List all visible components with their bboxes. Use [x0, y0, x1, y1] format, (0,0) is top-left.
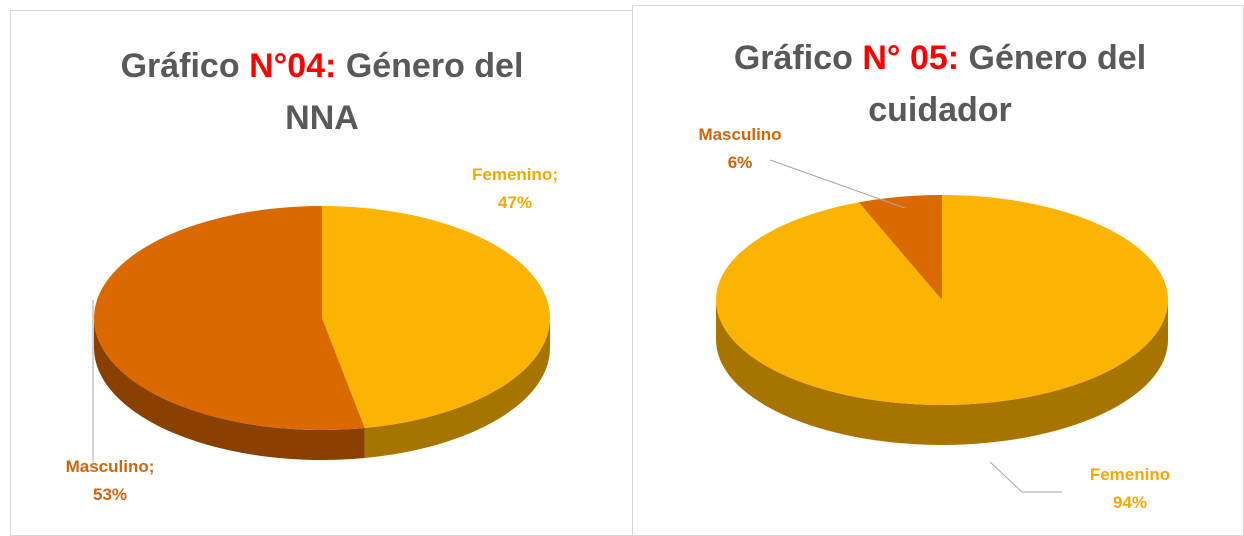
pie-slice	[858, 195, 942, 300]
pie-slice	[322, 206, 551, 429]
data-label: Femenino; 47%	[472, 165, 558, 212]
pie-side	[364, 318, 550, 459]
title-part: Gráfico	[120, 47, 240, 85]
label-separator: ;	[149, 457, 155, 476]
title-part: Género del NNA	[285, 47, 524, 137]
category-label: Masculino	[698, 125, 781, 144]
leader-line	[769, 159, 906, 209]
data-label: Masculino; 53%	[66, 457, 155, 504]
chart-title: Gráfico N° 05: Género del cuidador	[705, 32, 1175, 136]
pie-side	[716, 300, 1168, 445]
pie-slice	[94, 206, 365, 430]
title-part: Género del cuidador	[868, 39, 1147, 129]
category-label: Masculino	[66, 457, 149, 476]
category-label: Femenino	[1090, 465, 1170, 484]
category-label: Femenino	[472, 165, 552, 184]
pie-side	[94, 318, 365, 460]
title-part: Gráfico	[733, 39, 853, 77]
title-part: N°04:	[249, 47, 337, 85]
data-label: Masculino 6%	[698, 125, 781, 172]
leader-line	[989, 461, 1062, 493]
value-label: 6%	[728, 153, 753, 172]
title-part: N° 05:	[862, 39, 960, 77]
label-separator: ;	[552, 165, 558, 184]
data-label: Femenino 94%	[1090, 465, 1170, 512]
value-label: 47%	[498, 193, 532, 212]
value-label: 53%	[93, 485, 127, 504]
value-label: 94%	[1113, 493, 1147, 512]
chart-title: Gráfico N°04: Género del NNA	[87, 40, 557, 144]
